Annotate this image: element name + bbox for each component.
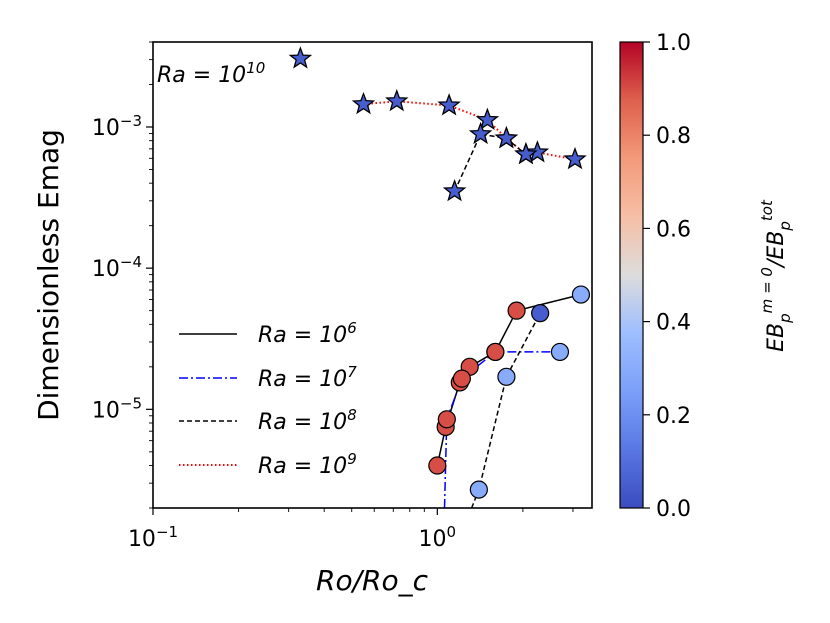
colorbar-tick-label-5: 1.0: [656, 31, 691, 56]
colorbar-label-sub2: p: [776, 221, 794, 232]
y-tick-label-base-0: 10: [92, 398, 120, 423]
legend-label-ra8: Ra = 108: [258, 406, 357, 435]
y-tick-label-1: 10−4: [92, 253, 142, 282]
colorbar-tick-label-3: 0.6: [656, 217, 691, 242]
x-tick-label-base-0: 10: [128, 527, 156, 552]
legend-label-ra9: Ra = 109: [258, 450, 357, 479]
legend-label-ra6-exp: 6: [347, 319, 357, 337]
circle-marker-s2-2: [497, 367, 516, 386]
y-tick-label-base-1: 10: [92, 257, 120, 282]
circle-marker-s2-1: [469, 480, 488, 499]
circle-marker-s0-0: [428, 456, 447, 475]
legend-label-ra6: Ra = 106: [258, 319, 357, 348]
circle-marker-s2-3: [531, 304, 550, 323]
y-tick-label-exp-2: −3: [120, 112, 142, 130]
legend-label-ra9-exp: 9: [347, 450, 357, 468]
y-tick-label-0: 10−5: [92, 394, 142, 423]
circle-marker-s0-5: [507, 301, 526, 320]
legend-label-ra7: Ra = 107: [258, 363, 357, 392]
legend-label-ra8-base: Ra = 10: [258, 410, 347, 435]
legend-label-ra8-exp: 8: [347, 406, 357, 424]
colorbar-label-mid: /EB: [764, 231, 789, 269]
colorbar-label-sup1: m = 0: [758, 267, 776, 313]
colorbar-label-sub1: p: [776, 313, 794, 324]
y-tick-label-base-2: 10: [92, 116, 120, 141]
annotation-ra10: Ra = 1010: [157, 59, 265, 88]
colorbar-tick-label-0: 0.0: [656, 497, 691, 522]
x-tick-label-0: 10−1: [128, 523, 178, 552]
y-axis-label: Dimensionless Emag: [32, 129, 65, 421]
star-marker-s4-3: [514, 142, 538, 165]
plot-frame: [152, 41, 593, 509]
star-marker-s4-1: [468, 121, 493, 145]
legend-label-ra7-exp: 7: [347, 363, 357, 381]
circle-marker-s1-2: [452, 369, 471, 388]
series-line-2: [470, 312, 541, 508]
circle-marker-s1-4: [550, 342, 570, 362]
star-marker-s4-2: [494, 126, 519, 149]
x-tick-label-1: 100: [419, 523, 457, 552]
x-tick-label-exp-0: −1: [156, 523, 178, 541]
colorbar-label-sup2: tot: [758, 199, 776, 221]
x-tick-label-base-1: 10: [419, 527, 447, 552]
star-marker-s3-0: [351, 91, 376, 115]
circle-marker-s0-6: [571, 285, 591, 304]
legend-label-ra9-base: Ra = 10: [258, 454, 347, 479]
star-marker-s3-2: [437, 93, 461, 116]
star-marker-s3-6: [525, 140, 550, 163]
colorbar-ticks: 0.0 0.2 0.4 0.6 0.8 1.0: [643, 31, 691, 522]
y-tick-label-2: 10−3: [92, 112, 142, 141]
colorbar: [619, 41, 644, 509]
colorbar-label: EBpm = 0/EBptot: [758, 199, 794, 352]
colorbar-tick-label-1: 0.2: [656, 404, 691, 429]
x-axis-label: Ro/Ro_c: [316, 564, 429, 597]
y-tick-label-exp-1: −4: [120, 253, 142, 271]
legend: Ra = 106 Ra = 107 Ra = 108 Ra = 109: [179, 319, 357, 479]
series-layer: [288, 46, 591, 508]
star-marker-s5-0: [288, 46, 313, 69]
annotation-exp: 10: [246, 59, 265, 77]
annotation-text: Ra = 10: [157, 63, 246, 88]
star-marker-s3-1: [385, 88, 409, 112]
legend-label-ra6-base: Ra = 10: [258, 323, 347, 348]
star-marker-s3-3: [475, 107, 500, 130]
circle-marker-s1-3: [486, 342, 505, 362]
circle-marker-s1-1: [437, 410, 456, 429]
x-tick-label-exp-1: 0: [447, 523, 457, 541]
star-marker-s4-0: [442, 179, 467, 202]
colorbar-tick-label-4: 0.8: [656, 124, 691, 149]
y-tick-label-exp-0: −5: [120, 394, 142, 412]
series-line-4: [453, 133, 527, 192]
colorbar-tick-label-2: 0.4: [656, 311, 691, 336]
star-marker-s3-7: [563, 146, 587, 170]
legend-label-ra7-base: Ra = 10: [258, 367, 347, 392]
colorbar-label-main: EB: [764, 323, 789, 352]
